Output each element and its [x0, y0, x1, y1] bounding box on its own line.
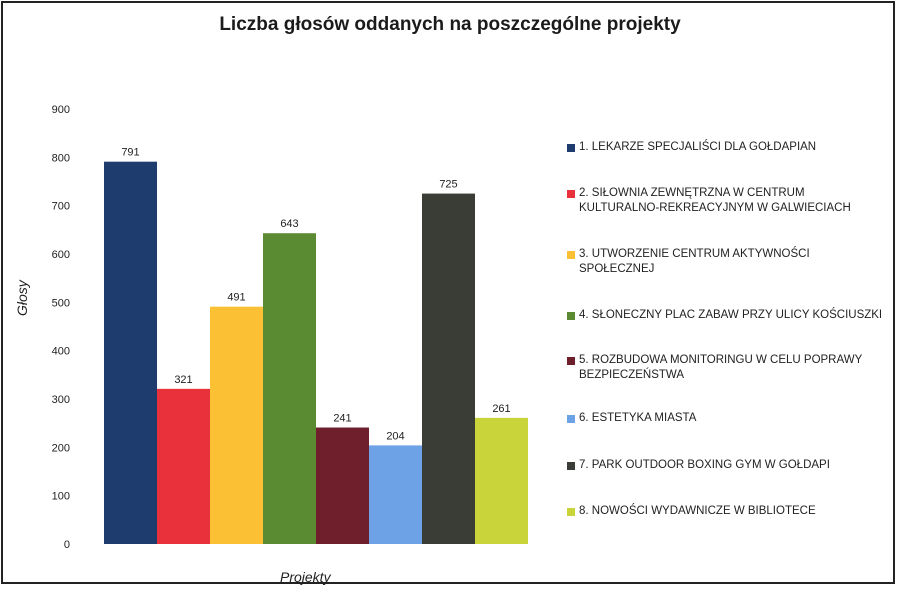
legend-item: 1. LEKARZE SPECJALIŚCI DLA GOŁDAPIAN — [567, 140, 887, 155]
bar-4 — [263, 233, 316, 544]
data-label: 241 — [333, 413, 351, 425]
legend-swatch — [567, 462, 575, 470]
data-label: 204 — [386, 430, 404, 442]
legend-label: 4. SŁONECZNY PLAC ZABAW PRZY ULICY KOŚCI… — [579, 309, 883, 321]
legend-item: 5. ROZBUDOWA MONITORINGU W CELU POPRAWY … — [567, 353, 887, 383]
bar-3 — [210, 306, 263, 544]
legend-item: 4. SŁONECZNY PLAC ZABAW PRZY ULICY KOŚCI… — [567, 308, 887, 323]
legend-label: 8. NOWOŚCI WYDAWNICZE W BIBLIOTECE — [579, 505, 816, 517]
y-tick-label: 700 — [52, 201, 70, 213]
bar-1 — [104, 161, 157, 544]
data-label: 321 — [174, 374, 192, 386]
y-tick-label: 200 — [52, 442, 70, 454]
y-tick-label: 600 — [52, 249, 70, 261]
y-tick-label: 100 — [52, 491, 70, 503]
y-tick-label: 500 — [52, 297, 70, 309]
legend-item: 8. NOWOŚCI WYDAWNICZE W BIBLIOTECE — [567, 504, 887, 519]
legend-swatch — [567, 190, 575, 198]
bar-8 — [475, 417, 528, 544]
y-tick-label: 400 — [52, 346, 70, 358]
legend-swatch — [567, 144, 575, 152]
legend-item: 6. ESTETYKA MIASTA — [567, 411, 887, 426]
legend-label: 7. PARK OUTDOOR BOXING GYM W GOŁDAPI — [579, 459, 830, 471]
bar-2 — [157, 388, 210, 544]
data-label: 725 — [439, 179, 457, 191]
data-label: 643 — [280, 218, 298, 230]
y-tick-label: 300 — [52, 394, 70, 406]
legend-label: 2. SIŁOWNIA ZEWNĘTRZNA W CENTRUM KULTURA… — [579, 187, 851, 214]
bar-5 — [316, 427, 369, 544]
data-label: 261 — [492, 403, 510, 415]
bar-6 — [369, 445, 422, 544]
legend-swatch — [567, 312, 575, 320]
legend-label: 6. ESTETYKA MIASTA — [579, 412, 697, 424]
data-label: 791 — [121, 147, 139, 159]
y-tick-label: 0 — [64, 539, 70, 551]
bar-7 — [422, 193, 475, 545]
legend-label: 1. LEKARZE SPECJALIŚCI DLA GOŁDAPIAN — [579, 141, 817, 153]
x-axis-label: Projekty — [280, 569, 331, 585]
data-label: 491 — [227, 292, 245, 304]
y-tick-label: 900 — [52, 104, 70, 116]
legend-item: 3. UTWORZENIE CENTRUM AKTYWNOŚCI SPOŁECZ… — [567, 247, 887, 277]
legend-item: 2. SIŁOWNIA ZEWNĘTRZNA W CENTRUM KULTURA… — [567, 186, 887, 216]
legend-swatch — [567, 251, 575, 259]
legend-swatch — [567, 508, 575, 516]
y-tick-label: 800 — [52, 152, 70, 164]
legend-item: 7. PARK OUTDOOR BOXING GYM W GOŁDAPI — [567, 458, 887, 473]
legend-label: 3. UTWORZENIE CENTRUM AKTYWNOŚCI SPOŁECZ… — [579, 248, 810, 275]
legend-label: 5. ROZBUDOWA MONITORINGU W CELU POPRAWY … — [579, 354, 863, 381]
legend-swatch — [567, 415, 575, 423]
legend-swatch — [567, 357, 575, 365]
chart-title: Liczba głosów oddanych na poszczególne p… — [219, 14, 681, 35]
